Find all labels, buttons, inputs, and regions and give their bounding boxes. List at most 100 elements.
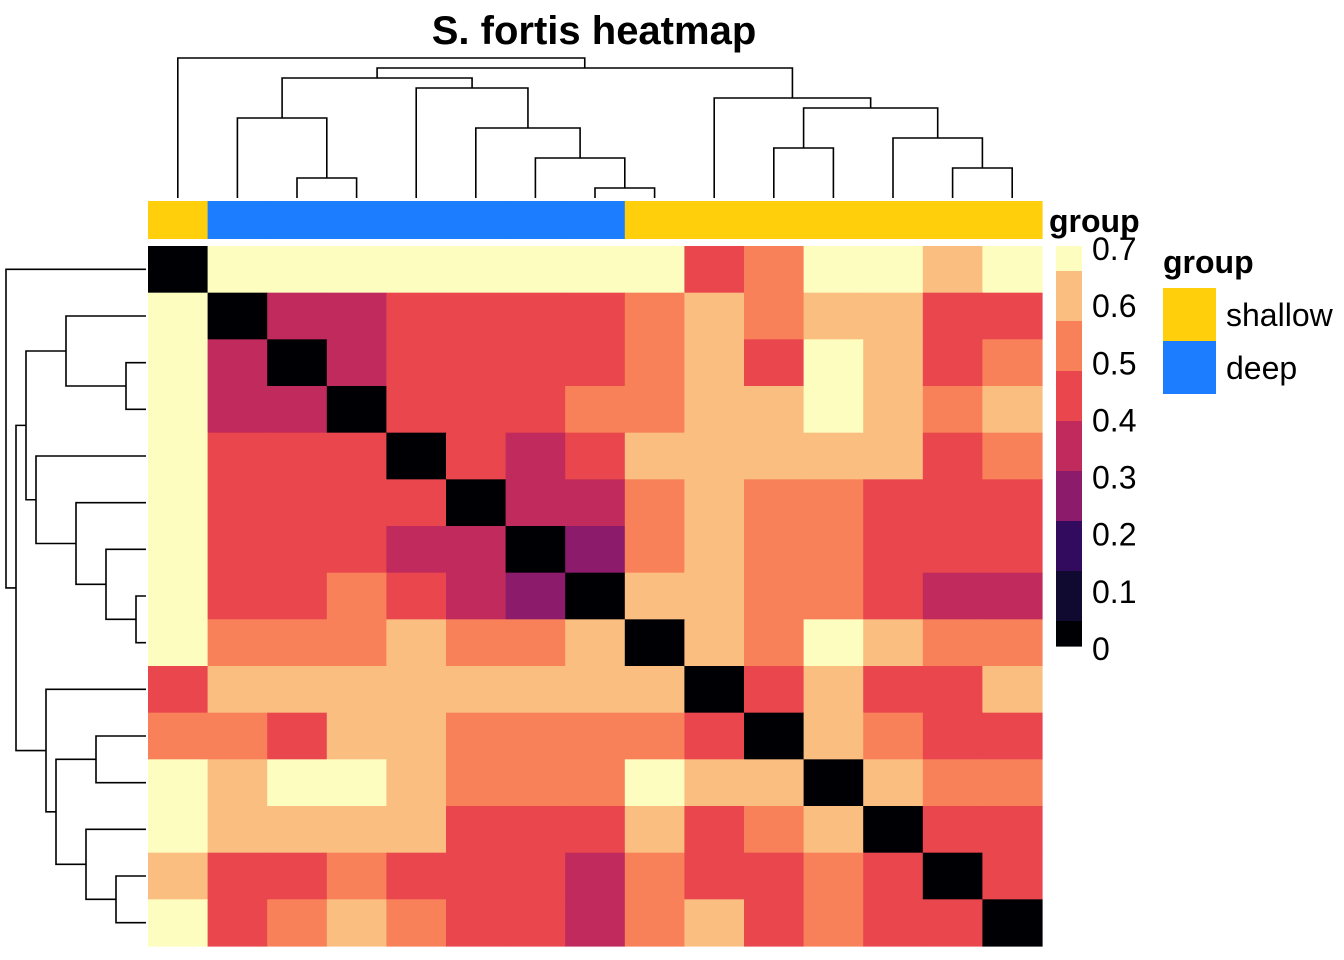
heatmap-cell bbox=[803, 852, 864, 900]
heatmap-cell bbox=[863, 572, 924, 620]
heatmap-cell bbox=[922, 479, 983, 527]
heatmap-cell bbox=[565, 806, 626, 854]
heatmap-cell bbox=[386, 572, 447, 620]
heatmap-cell bbox=[684, 712, 745, 760]
heatmap-cell bbox=[505, 619, 566, 667]
heatmap-cell bbox=[863, 619, 924, 667]
dendrogram-branch bbox=[177, 57, 586, 198]
group-legend-swatch bbox=[1163, 341, 1216, 394]
heatmap-cell bbox=[624, 386, 685, 434]
heatmap-cell bbox=[207, 339, 268, 387]
heatmap-cell bbox=[446, 666, 507, 714]
heatmap-cell bbox=[326, 292, 387, 340]
group-annotation-cell bbox=[446, 201, 507, 239]
heatmap-cell bbox=[148, 852, 209, 900]
heatmap-cell bbox=[505, 339, 566, 387]
heatmap-cell bbox=[386, 852, 447, 900]
heatmap-cell bbox=[505, 759, 566, 807]
heatmap-cell bbox=[446, 526, 507, 574]
heatmap-cell bbox=[803, 386, 864, 434]
color-scale-swatch bbox=[1056, 271, 1082, 322]
heatmap-cell bbox=[684, 339, 745, 387]
heatmap-cell bbox=[148, 619, 209, 667]
heatmap-cell bbox=[744, 806, 805, 854]
heatmap-cell bbox=[982, 339, 1043, 387]
heatmap-cell bbox=[982, 712, 1043, 760]
heatmap-cell bbox=[505, 386, 566, 434]
heatmap-cell bbox=[803, 666, 864, 714]
heatmap-cell bbox=[803, 619, 864, 667]
group-legend-label: deep bbox=[1226, 350, 1297, 386]
heatmap-cell bbox=[148, 899, 209, 947]
heatmap-cell bbox=[863, 246, 924, 294]
heatmap-cell bbox=[863, 759, 924, 807]
heatmap-cell bbox=[207, 572, 268, 620]
heatmap-cell bbox=[744, 246, 805, 294]
color-scale-swatch bbox=[1056, 246, 1082, 272]
dendrogram-branch bbox=[594, 187, 656, 198]
heatmap-cell bbox=[922, 806, 983, 854]
heatmap-cell bbox=[803, 479, 864, 527]
heatmap-cell bbox=[505, 479, 566, 527]
heatmap-cell bbox=[863, 339, 924, 387]
heatmap-cell bbox=[267, 712, 328, 760]
heatmap-cell bbox=[684, 386, 745, 434]
heatmap-cell bbox=[267, 526, 328, 574]
dendrogram-branch bbox=[236, 117, 328, 198]
heatmap-cell bbox=[207, 386, 268, 434]
heatmap-cell bbox=[863, 386, 924, 434]
heatmap-cell bbox=[326, 666, 387, 714]
heatmap-cell bbox=[148, 806, 209, 854]
heatmap-cell bbox=[922, 572, 983, 620]
heatmap-cell bbox=[624, 806, 685, 854]
heatmap-cell bbox=[744, 619, 805, 667]
color-scale-tick-label: 0.2 bbox=[1092, 517, 1136, 553]
color-scale-swatch bbox=[1056, 421, 1082, 472]
color-scale-tick-label: 0 bbox=[1092, 631, 1110, 667]
heatmap-cell bbox=[744, 852, 805, 900]
heatmap-cell bbox=[326, 432, 387, 480]
heatmap-cell bbox=[982, 666, 1043, 714]
dendrogram-branch bbox=[281, 77, 473, 118]
heatmap-cell bbox=[326, 759, 387, 807]
dendrogram-branch bbox=[951, 167, 1013, 198]
heatmap-cell bbox=[267, 666, 328, 714]
color-scale-tick-label: 0.6 bbox=[1092, 288, 1136, 324]
heatmap-cell bbox=[386, 526, 447, 574]
heatmap-cell bbox=[326, 619, 387, 667]
heatmap-cell bbox=[624, 526, 685, 574]
heatmap-cell bbox=[922, 292, 983, 340]
heatmap-cell bbox=[863, 899, 924, 947]
heatmap-cell bbox=[267, 759, 328, 807]
heatmap-cell bbox=[684, 526, 745, 574]
heatmap-cell bbox=[982, 246, 1043, 294]
heatmap-cell bbox=[386, 339, 447, 387]
heatmap-cell bbox=[386, 432, 447, 480]
dendrogram-branch bbox=[25, 350, 66, 501]
color-scale-swatch bbox=[1056, 471, 1082, 522]
heatmap-cell bbox=[624, 292, 685, 340]
heatmap-cell bbox=[803, 432, 864, 480]
group-legend-title: group bbox=[1163, 244, 1254, 280]
heatmap-cell bbox=[207, 806, 268, 854]
heatmap-cell bbox=[982, 386, 1043, 434]
heatmap-cell bbox=[386, 479, 447, 527]
heatmap-cell bbox=[624, 712, 685, 760]
heatmap-cell bbox=[386, 806, 447, 854]
heatmap-cell bbox=[148, 479, 209, 527]
heatmap-cell bbox=[446, 806, 507, 854]
heatmap-cell bbox=[446, 292, 507, 340]
heatmap-cell bbox=[267, 432, 328, 480]
heatmap-cell bbox=[267, 619, 328, 667]
heatmap-cell bbox=[624, 339, 685, 387]
heatmap-cell bbox=[505, 572, 566, 620]
dendrogram-branch bbox=[475, 127, 581, 198]
group-legend-label: shallow bbox=[1226, 297, 1334, 333]
heatmap-cell bbox=[803, 292, 864, 340]
group-annotation-cell bbox=[863, 201, 924, 239]
dendrogram-branch bbox=[125, 361, 146, 411]
heatmap-cell bbox=[803, 339, 864, 387]
heatmap-cell bbox=[207, 432, 268, 480]
heatmap-cell bbox=[326, 339, 387, 387]
heatmap-cell bbox=[207, 852, 268, 900]
